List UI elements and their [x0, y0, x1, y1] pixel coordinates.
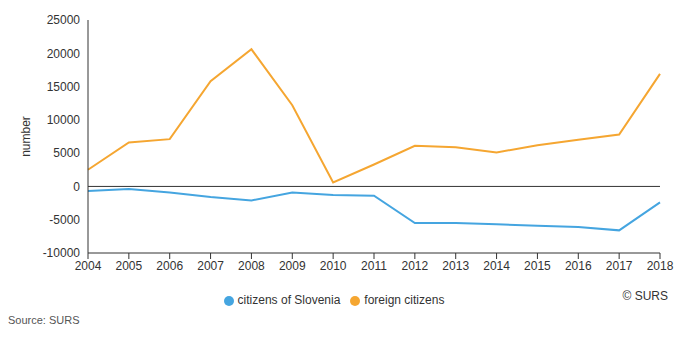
svg-text:20000: 20000	[47, 47, 81, 61]
svg-text:2012: 2012	[402, 259, 429, 273]
svg-text:-5000: -5000	[49, 213, 80, 227]
svg-text:2009: 2009	[279, 259, 306, 273]
html-text:Source: SURS: Source: SURS	[8, 314, 80, 326]
svg-text:15000: 15000	[47, 80, 81, 94]
svg-text:number: number	[19, 116, 33, 157]
svg-text:2004: 2004	[75, 259, 102, 273]
svg-text:2010: 2010	[320, 259, 347, 273]
svg-text:2006: 2006	[156, 259, 183, 273]
svg-text:25000: 25000	[47, 13, 81, 27]
svg-text:2014: 2014	[483, 259, 510, 273]
svg-text:2017: 2017	[606, 259, 633, 273]
svg-text:2018: 2018	[647, 259, 674, 273]
svg-text:-10000: -10000	[43, 246, 81, 260]
svg-text:2011: 2011	[361, 259, 387, 273]
svg-text:2008: 2008	[238, 259, 265, 273]
svg-text:2013: 2013	[442, 259, 469, 273]
html-text:citizens of Slovenia: citizens of Slovenia	[237, 293, 341, 307]
svg-text:0: 0	[73, 180, 80, 194]
svg-text:2007: 2007	[197, 259, 224, 273]
svg-text:2016: 2016	[565, 259, 592, 273]
html-text:© SURS: © SURS	[622, 289, 668, 303]
svg-text:10000: 10000	[47, 113, 81, 127]
svg-text:5000: 5000	[53, 146, 80, 160]
svg-text:2005: 2005	[116, 259, 143, 273]
html-text:foreign citizens: foreign citizens	[364, 293, 445, 307]
svg-text:2015: 2015	[524, 259, 551, 273]
